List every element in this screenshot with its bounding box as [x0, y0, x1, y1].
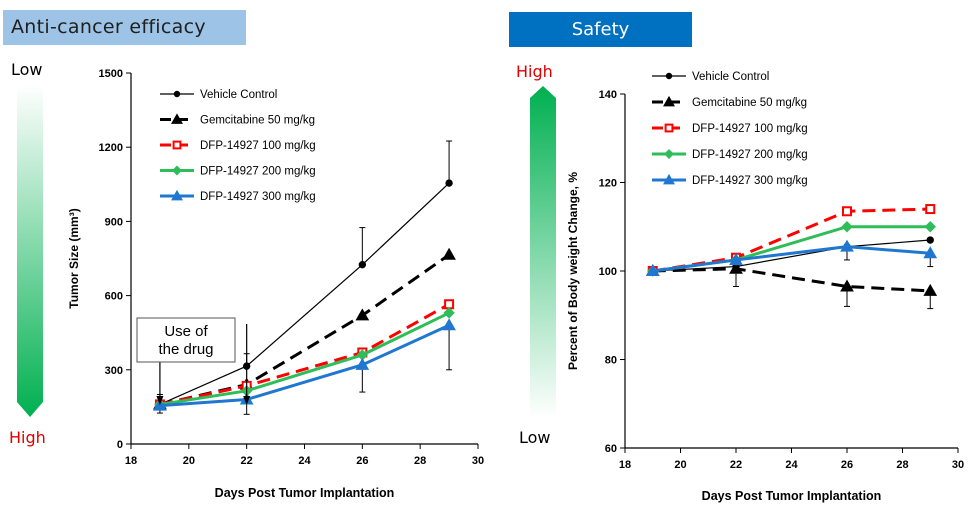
safety-header: Safety	[509, 12, 692, 47]
x-tick-label: 26	[356, 455, 368, 467]
drug-arrow-head	[156, 396, 164, 405]
y-tick-label: 300	[105, 365, 123, 377]
legend-label-gem: Gemcitabine 50 mg/kg	[692, 97, 807, 109]
y-axis-title: Tumor Size (mm³)	[67, 208, 81, 308]
y-tick-label: 120	[599, 178, 617, 190]
left-gradient-top-label: Low	[11, 60, 43, 79]
x-tick-label: 20	[183, 455, 195, 467]
data-point-vehicle	[445, 179, 453, 187]
data-point-gem	[840, 279, 854, 292]
x-tick-label: 26	[841, 459, 853, 471]
legend-marker-dfp100	[172, 140, 182, 150]
right-gradient-top-label: High	[516, 62, 553, 81]
data-point-dfp100	[444, 299, 455, 310]
x-axis-title: Days Post Tumor Implantation	[702, 489, 882, 503]
y-tick-label: 140	[599, 89, 617, 101]
x-tick-label: 24	[298, 455, 311, 467]
series-line-dfp100	[652, 207, 931, 273]
efficacy-header: Anti-cancer efficacy	[3, 10, 246, 45]
series-line-vehicle	[159, 182, 450, 405]
x-tick-label: 24	[785, 459, 798, 471]
legend-label-dfp100: DFP-14927 100 mg/kg	[692, 123, 808, 135]
data-point-dfp200	[443, 307, 455, 319]
data-point-dfp200	[924, 221, 936, 233]
safety-gradient-arrow	[530, 86, 556, 418]
data-point-dfp300	[923, 246, 938, 259]
data-point-dfp300	[355, 357, 370, 370]
data-point-dfp100	[925, 204, 936, 215]
data-point-dfp200	[841, 221, 853, 233]
tumor-size-chart: 0 300 600 900 1200 1500 18 20 22 24 26 28 30 Days Pos…	[67, 68, 484, 500]
legend-marker-dfp300	[171, 189, 183, 201]
series-line-dfp300	[652, 245, 931, 273]
drug-arrow-head	[243, 396, 251, 405]
y-tick-label: 1200	[99, 142, 123, 154]
data-point-gem	[923, 283, 938, 296]
data-point-dfp300	[729, 252, 743, 265]
x-tick-label: 22	[241, 455, 253, 467]
series-line-dfp300	[159, 323, 450, 408]
legend-marker-dfp200	[172, 165, 182, 176]
legend-marker-dfp300	[663, 173, 675, 185]
data-point-dfp300	[840, 239, 854, 252]
data-point-vehicle	[926, 236, 934, 244]
y-tick-label: 900	[105, 216, 123, 228]
y-tick-label: 600	[105, 291, 123, 303]
drug-annotation-text: Use of	[164, 323, 208, 340]
data-point-gem	[729, 261, 743, 274]
drug-annotation-box	[136, 317, 236, 363]
series-line-dfp200	[159, 311, 450, 406]
efficacy-gradient-arrow	[17, 85, 43, 417]
legend-label-dfp200: DFP-14927 200 mg/kg	[200, 166, 316, 178]
series-line-dfp100	[159, 302, 450, 406]
body-weight-chart: 60 80 100 120 140 18 20 22 24 26 28 30 Days Post Tum…	[566, 71, 964, 503]
x-tick-label: 28	[896, 459, 908, 471]
y-tick-label: 60	[605, 443, 617, 455]
y-tick-label: 0	[117, 439, 123, 451]
data-point-dfp300	[645, 263, 660, 276]
data-point-dfp100	[842, 206, 852, 217]
x-tick-label: 20	[674, 459, 686, 471]
legend-marker-gem	[663, 95, 675, 107]
drug-annotation-text: the drug	[158, 341, 213, 358]
x-tick-label: 30	[952, 459, 964, 471]
x-tick-label: 18	[619, 459, 631, 471]
x-tick-label: 18	[125, 455, 137, 467]
legend-marker-vehicle	[173, 90, 181, 98]
data-point-gem	[355, 308, 370, 321]
y-axis-title: Percent of Body weight Change, %	[566, 172, 580, 370]
left-gradient-bottom-label: High	[9, 428, 46, 447]
series-line-gem	[652, 267, 931, 293]
legend-label-dfp200: DFP-14927 200 mg/kg	[692, 149, 808, 161]
x-tick-label: 22	[730, 459, 742, 471]
x-tick-label: 28	[414, 455, 426, 467]
x-tick-label: 30	[472, 455, 484, 467]
legend-label-dfp100: DFP-14927 100 mg/kg	[200, 140, 316, 152]
legend-label-vehicle: Vehicle Control	[692, 71, 769, 83]
legend-marker-gem	[171, 113, 183, 124]
legend-label-dfp300: DFP-14927 300 mg/kg	[200, 191, 316, 203]
legend-label-dfp300: DFP-14927 300 mg/kg	[692, 175, 808, 187]
legend-marker-dfp100	[664, 123, 674, 133]
data-point-dfp300	[442, 318, 456, 331]
data-point-gem	[442, 247, 456, 260]
x-axis-title: Days Post Tumor Implantation	[215, 486, 395, 500]
legend-marker-vehicle	[665, 72, 673, 80]
legend-marker-dfp200	[664, 149, 674, 159]
y-tick-label: 1500	[99, 68, 123, 80]
data-point-vehicle	[358, 260, 367, 269]
y-tick-label: 100	[599, 266, 617, 278]
y-tick-label: 80	[605, 355, 617, 367]
series-dfp300	[645, 239, 938, 276]
right-gradient-bottom-label: Low	[519, 428, 551, 447]
legend-label-vehicle: Vehicle Control	[200, 89, 277, 101]
series-gem	[645, 261, 938, 310]
legend-label-gem: Gemcitabine 50 mg/kg	[200, 115, 315, 127]
